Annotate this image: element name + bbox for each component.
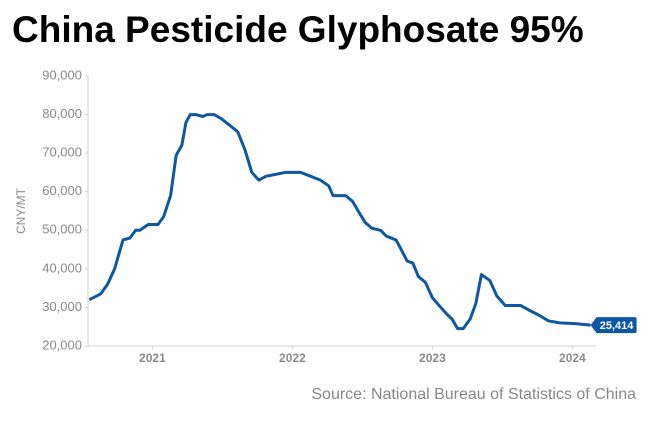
y-tick-label: 70,000 bbox=[42, 145, 82, 160]
y-tick-label: 20,000 bbox=[42, 337, 82, 352]
x-tick-label: 2021 bbox=[139, 351, 166, 365]
x-tick-label: 2022 bbox=[279, 351, 306, 365]
x-tick-label: 2023 bbox=[419, 351, 446, 365]
y-tick-label: 60,000 bbox=[42, 183, 82, 198]
source: Source: National Bureau of Statistics of… bbox=[311, 386, 636, 403]
value-label: 25,414 bbox=[600, 320, 635, 332]
value-label-box bbox=[590, 317, 637, 334]
y-tick-label: 30,000 bbox=[42, 299, 82, 314]
y-tick-label: 80,000 bbox=[42, 106, 82, 121]
line bbox=[88, 113, 591, 331]
x-tick-label: 2024 bbox=[559, 351, 586, 365]
y-axis-label: CNY/MT bbox=[14, 187, 28, 234]
chart-title: China Pesticide Glyphosate 95% bbox=[12, 9, 584, 50]
y-tick-label: 40,000 bbox=[42, 260, 82, 275]
y-tick-label: 50,000 bbox=[42, 222, 82, 237]
y-tick-label: 90,000 bbox=[42, 67, 82, 82]
